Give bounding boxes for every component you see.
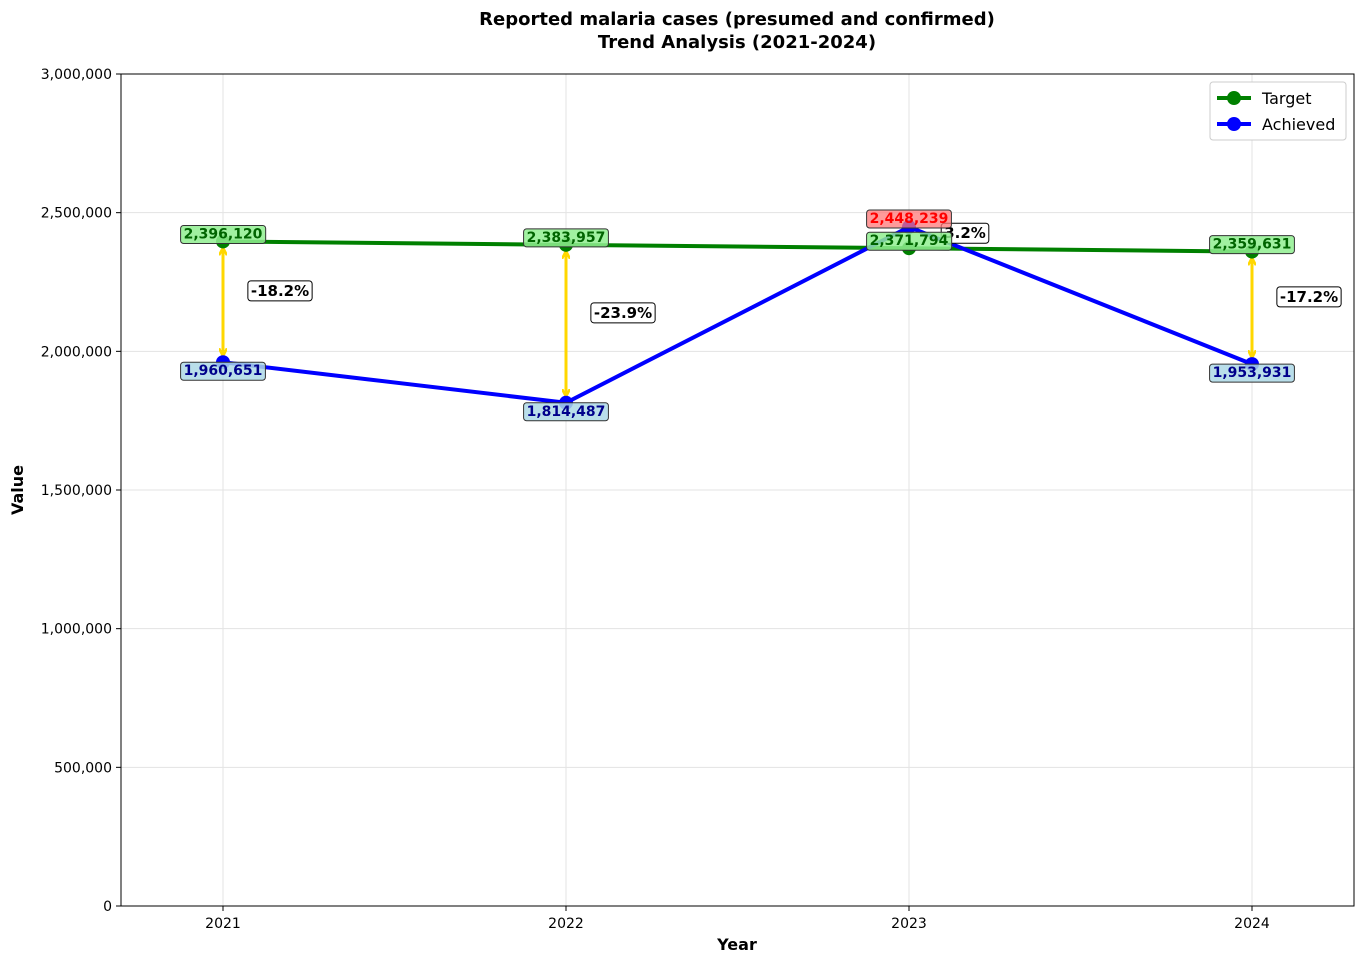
legend-achieved-label: Achieved: [1262, 115, 1335, 134]
legend-target-label: Target: [1261, 89, 1312, 108]
y-tick-label: 2,000,000: [41, 344, 112, 360]
target-value-label-box: [523, 228, 609, 248]
target-value-label: 2,396,120: [184, 226, 263, 242]
achieved-value-label: 2,448,239: [870, 211, 949, 227]
y-axis-ticks: 0 500,000 1,000,000 1,500,000 2,000,000 2,500…: [41, 67, 121, 915]
y-tick-label: 0: [103, 899, 112, 915]
achieved-value-label-group: 1,953,931: [1209, 363, 1295, 383]
x-tick-label: 2022: [548, 916, 584, 932]
x-axis-label: Year: [716, 935, 757, 954]
target-value-label-box: [1209, 235, 1295, 255]
target-value-label-box: [866, 231, 953, 251]
plot-frame: [120, 73, 1355, 907]
gap-percent-label-group: -18.2%: [247, 280, 313, 302]
target-value-label-group: 2,396,120: [180, 224, 267, 244]
chart-title: Reported malaria cases (presumed and con…: [479, 9, 995, 30]
achieved-value-label-box: [1209, 363, 1295, 383]
target-value-label: 2,383,957: [527, 230, 606, 246]
gap-percent-label-box: [590, 302, 656, 324]
y-tick-label: 1,500,000: [41, 483, 112, 499]
data-labels: -18.2% -23.9% 3.2% -17.2% 2,396,120 2,383,957…: [180, 209, 1342, 422]
chart-subtitle: Trend Analysis (2021-2024): [598, 32, 876, 53]
series-line-achieved: [222, 225, 1253, 405]
achieved-value-label-group: 1,960,651: [180, 361, 266, 381]
series-line-target: [222, 239, 1253, 254]
achieved-value-label: 1,960,651: [184, 363, 263, 379]
x-tick-label: 2021: [205, 916, 241, 932]
y-tick-label: 3,000,000: [41, 67, 112, 83]
target-value-label: 2,359,631: [1213, 237, 1292, 253]
achieved-value-label-group: 2,448,239: [866, 209, 952, 229]
target-value-label-group: 2,359,631: [1209, 235, 1295, 255]
gap-percent-label-group: -23.9%: [590, 302, 656, 324]
achieved-value-label-box: [866, 209, 952, 229]
legend-achieved-marker: [1227, 117, 1241, 131]
achieved-value-label: 1,953,931: [1213, 365, 1292, 381]
gap-percent-label-group: -17.2%: [1276, 286, 1342, 308]
target-value-label: 2,371,794: [870, 233, 949, 249]
target-value-label-group: 2,371,794: [866, 231, 953, 251]
achieved-value-label: 1,814,487: [527, 404, 606, 420]
achieved-value-label-box: [523, 402, 609, 422]
target-value-label-group: 2,383,957: [523, 228, 609, 248]
y-tick-label: 500,000: [54, 760, 112, 776]
gap-percent-label: -17.2%: [1280, 288, 1338, 306]
legend: Target Achieved: [1209, 81, 1347, 141]
target-value-label-box: [180, 224, 267, 244]
achieved-value-label-group: 1,814,487: [523, 402, 609, 422]
y-tick-label: 1,000,000: [41, 622, 112, 638]
x-tick-label: 2023: [891, 916, 927, 932]
series-lines: [216, 220, 1259, 410]
gap-arrows: [223, 249, 1252, 394]
x-tick-label: 2024: [1234, 916, 1270, 932]
gap-percent-label-box: [247, 280, 313, 302]
x-axis-ticks: 2021 2022 2023 2024: [205, 906, 1270, 932]
gap-percent-label-box: [1276, 286, 1342, 308]
gap-percent-label: 3.2%: [944, 224, 986, 242]
gridlines: [121, 73, 1354, 907]
gap-percent-label: -18.2%: [251, 282, 309, 300]
gap-percent-label: -23.9%: [594, 304, 652, 322]
gap-percent-label-group: 3.2%: [940, 222, 990, 244]
achieved-value-label-box: [180, 361, 266, 381]
y-axis-label: Value: [8, 465, 27, 515]
legend-target-marker: [1227, 91, 1241, 105]
y-tick-label: 2,500,000: [41, 206, 112, 222]
